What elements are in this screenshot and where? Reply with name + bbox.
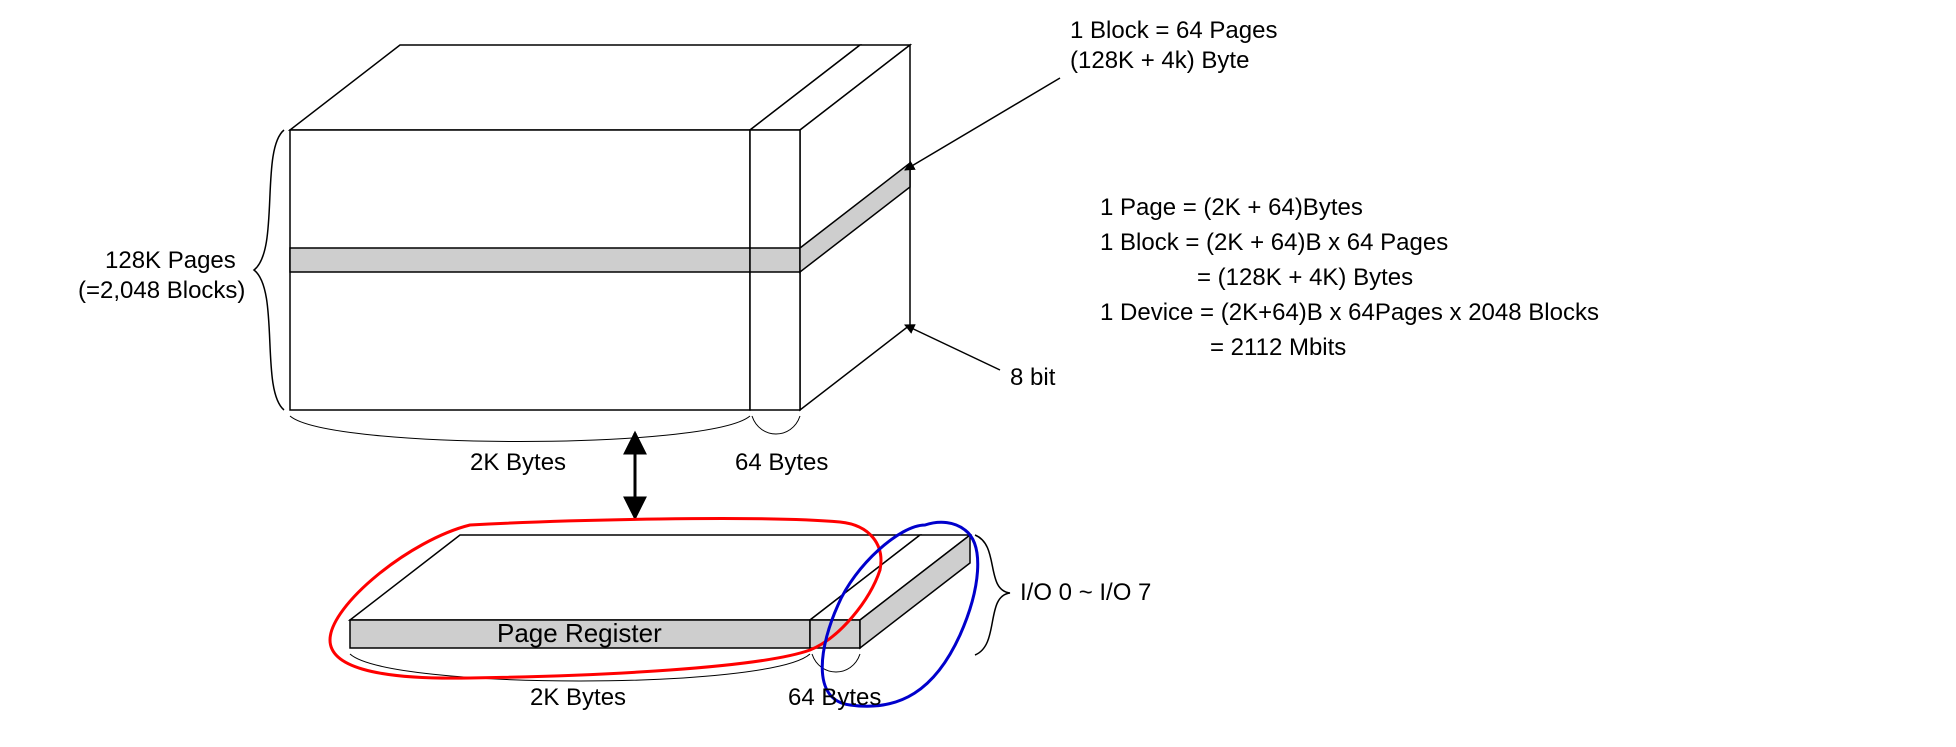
- label-spec3: = (128K + 4K) Bytes: [1197, 264, 1413, 291]
- brace-reg-64: [812, 654, 860, 672]
- block-page-row-main: [290, 248, 750, 272]
- label-pages-title: 128K Pages: [105, 247, 236, 274]
- brace-main-2k: [290, 416, 750, 442]
- brace-io: [975, 535, 1010, 655]
- arrow-block-label: [905, 78, 1060, 170]
- label-spec4: 1 Device = (2K+64)B x 64Pages x 2048 Blo…: [1100, 299, 1599, 326]
- label-spec1: 1 Page = (2K + 64)Bytes: [1100, 194, 1363, 221]
- label-8bit: 8 bit: [1010, 364, 1056, 391]
- memory-array-diagram: 1 Block = 64 Pages (128K + 4k) Byte 128K…: [0, 0, 1956, 747]
- label-io-range: I/O 0 ~ I/O 7: [1020, 579, 1151, 606]
- label-reg-2k: 2K Bytes: [530, 684, 626, 711]
- arrow-8bit: [905, 325, 1000, 370]
- label-block-sub: (128K + 4k) Byte: [1070, 47, 1249, 74]
- brace-main-64: [752, 416, 800, 434]
- label-spec2: 1 Block = (2K + 64)B x 64 Pages: [1100, 229, 1448, 256]
- block-page-row-spare: [750, 248, 800, 272]
- label-main-2k: 2K Bytes: [470, 449, 566, 476]
- memory-block-3d: [290, 45, 910, 410]
- brace-pages-left: [254, 130, 284, 410]
- label-page-register: Page Register: [497, 618, 662, 648]
- label-block-title: 1 Block = 64 Pages: [1070, 17, 1277, 44]
- label-spec5: = 2112 Mbits: [1210, 334, 1346, 361]
- label-reg-64: 64 Bytes: [788, 684, 881, 711]
- label-pages-sub: (=2,048 Blocks): [78, 277, 245, 304]
- label-main-64: 64 Bytes: [735, 449, 828, 476]
